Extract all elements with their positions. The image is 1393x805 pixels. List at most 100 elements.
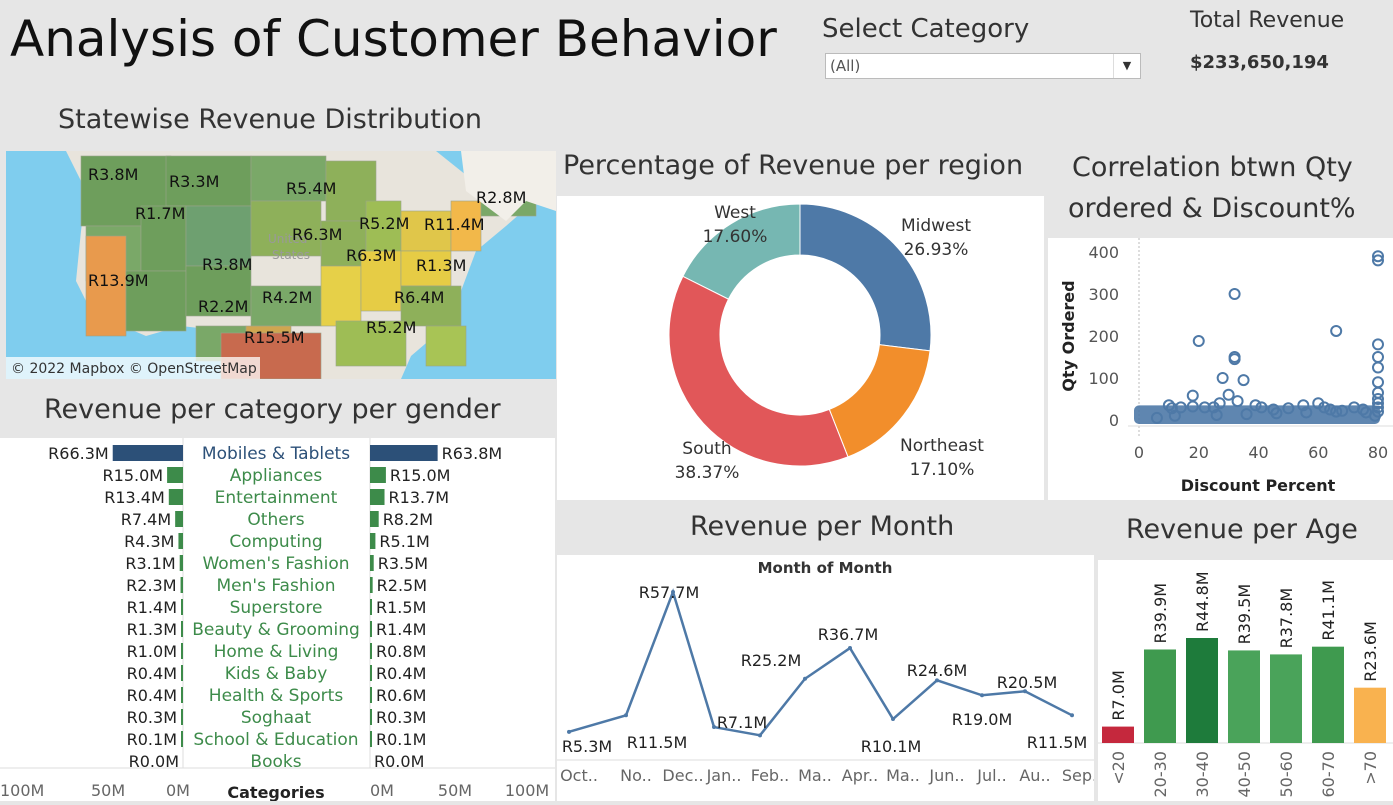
female-bar xyxy=(168,489,183,505)
scatter-point xyxy=(1297,399,1310,412)
scatter-point xyxy=(1318,401,1331,414)
male-bar xyxy=(370,709,372,725)
male-bar xyxy=(370,599,372,615)
scatter-point xyxy=(1228,353,1241,366)
category-dropdown-value: (All) xyxy=(830,57,861,75)
scatter-point xyxy=(1249,399,1262,412)
category-label: Soghaat xyxy=(241,708,312,728)
month-tick-label: Sep.. xyxy=(1062,766,1094,785)
state-shape xyxy=(250,285,322,327)
x-tick-label: 20 xyxy=(1189,443,1209,462)
age-group-label: <20 xyxy=(1109,751,1128,785)
scatter-point xyxy=(1324,403,1337,416)
male-bar xyxy=(370,643,372,659)
female-value-label: R15.0M xyxy=(103,466,164,485)
month-value-label: R7.1M xyxy=(717,713,767,732)
canada-land xyxy=(461,151,556,221)
age-chart-svg: R7.0M <20 R39.9M 20-30 R44.8M 30-40 R39.5M 40-5… xyxy=(1098,571,1393,798)
x-tick-label: 60 xyxy=(1308,443,1328,462)
map-value-label: R6.3M xyxy=(292,225,342,244)
male-value-label: R8.2M xyxy=(383,510,433,529)
region-name-label: Midwest xyxy=(901,216,971,236)
female-bar xyxy=(179,555,183,571)
gender-chart-title: Revenue per category per gender xyxy=(44,394,501,425)
age-bar xyxy=(1270,654,1302,743)
scatter-point xyxy=(1168,409,1181,422)
gender-chart-panel: R66.3M R63.8M Mobiles & Tablets R15.0M R15.0… xyxy=(0,438,555,802)
female-value-label: R1.0M xyxy=(127,642,177,661)
right-tick-label: 100M xyxy=(505,781,549,800)
region-chart-panel: Midwest 26.93% Northeast 17.10% South 38.37% W… xyxy=(557,196,1044,500)
scatter-point xyxy=(1237,374,1250,387)
scatter-point xyxy=(1270,407,1283,420)
map-title: Statewise Revenue Distribution xyxy=(58,104,482,135)
region-slice xyxy=(799,203,932,352)
month-point xyxy=(891,717,895,722)
age-bar xyxy=(1102,726,1134,743)
state-shape xyxy=(400,285,462,327)
month-line xyxy=(568,588,1073,737)
month-tick-label: Feb.. xyxy=(751,766,790,785)
chevron-down-icon[interactable]: ▼ xyxy=(1113,54,1140,78)
age-value-label: R7.0M xyxy=(1109,670,1128,720)
female-value-label: R0.4M xyxy=(127,686,177,705)
female-value-label: R1.3M xyxy=(127,620,177,639)
x-axis-title: Discount Percent xyxy=(1181,476,1336,495)
region-percent-label: 26.93% xyxy=(904,240,969,260)
region-name-label: West xyxy=(714,203,756,223)
map-value-label: R1.7M xyxy=(135,204,185,223)
month-value-label: R25.2M xyxy=(741,651,802,670)
map-value-label: R3.3M xyxy=(169,172,219,191)
scatter-point xyxy=(1255,401,1268,414)
map-value-label: R15.5M xyxy=(244,328,305,347)
scatter-point xyxy=(1222,388,1235,401)
region-name-label: Northeast xyxy=(900,436,984,456)
category-label: Health & Sports xyxy=(209,686,344,706)
y-axis-title: Qty Ordered xyxy=(1059,280,1078,391)
filter-label: Select Category xyxy=(822,14,1030,44)
male-value-label: R1.5M xyxy=(376,598,426,617)
age-group-label: 50-60 xyxy=(1277,751,1296,798)
age-value-label: R39.9M xyxy=(1151,583,1170,644)
age-value-label: R23.6M xyxy=(1361,621,1380,682)
map-value-label: R3.8M xyxy=(88,165,138,184)
scatter-point xyxy=(1216,372,1229,384)
map-attribution: © 2022 Mapbox © OpenStreetMap xyxy=(11,361,257,377)
scatter-point xyxy=(1372,254,1384,267)
state-shape xyxy=(400,250,452,287)
scatter-point xyxy=(1186,400,1199,413)
female-value-label: R66.3M xyxy=(48,444,109,463)
region-percent-label: 17.60% xyxy=(703,227,768,247)
male-value-label: R15.0M xyxy=(390,466,451,485)
female-value-label: R0.4M xyxy=(127,664,177,683)
category-dropdown[interactable]: (All) ▼ xyxy=(825,53,1141,79)
scatter-point xyxy=(1336,404,1349,417)
attribution-box xyxy=(6,357,260,379)
male-bar xyxy=(370,555,374,571)
map-value-label: R5.2M xyxy=(366,318,416,337)
map-value-label: R5.2M xyxy=(359,214,409,233)
age-value-label: R37.8M xyxy=(1277,588,1296,649)
state-map[interactable]: United States R3.8M R3.3M R1.7M R5.4M R2.8M R… xyxy=(6,151,556,379)
map-value-label: R13.9M xyxy=(88,271,149,290)
state-shape xyxy=(320,220,367,267)
region-percent-label: 17.10% xyxy=(910,460,975,480)
state-shape xyxy=(85,235,127,337)
scatter-point xyxy=(1372,397,1384,410)
map-value-label: R5.4M xyxy=(286,179,336,198)
month-tick-label: Dec.. xyxy=(662,766,703,785)
month-point xyxy=(567,729,571,734)
month-value-label: R11.5M xyxy=(627,733,688,752)
month-point xyxy=(848,646,852,651)
age-value-label: R44.8M xyxy=(1193,571,1212,632)
x-tick-label: 40 xyxy=(1248,443,1268,462)
age-group-label: 20-30 xyxy=(1151,751,1170,798)
state-shape xyxy=(320,265,362,327)
state-labels: R3.8M R3.3M R1.7M R5.4M R2.8M R5.2M R11.4M R6.3… xyxy=(88,165,526,347)
month-point xyxy=(803,676,807,681)
age-bar xyxy=(1186,638,1218,743)
scatter-point xyxy=(1300,406,1313,419)
female-value-label: R3.1M xyxy=(125,554,175,573)
category-label: Entertainment xyxy=(215,488,338,508)
month-chart-panel: Month of Month R5.3M R11.5M R57.7M R7.1M R36.… xyxy=(557,555,1102,801)
